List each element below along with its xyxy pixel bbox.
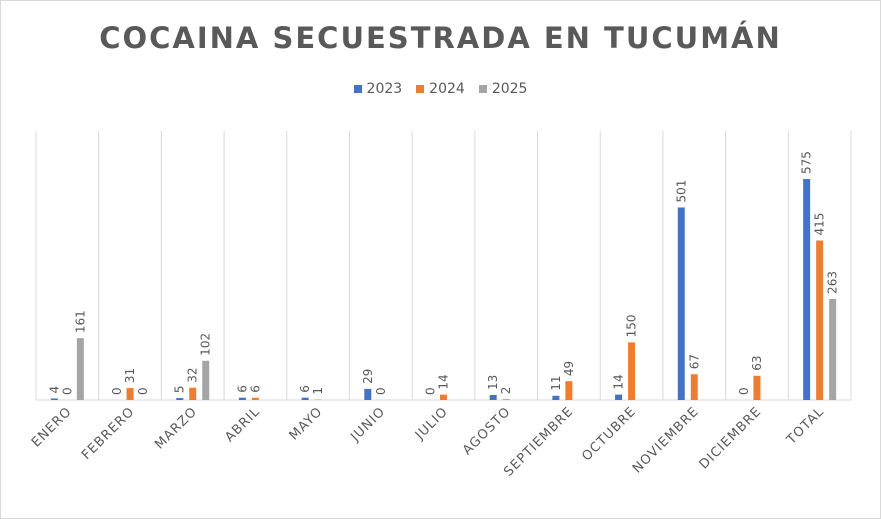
bar-2025 [202,360,210,400]
x-tick-label: JUNIO [348,404,389,445]
bar-2023 [238,397,246,400]
bar-2023 [677,207,685,400]
legend-swatch [416,85,425,93]
x-tick-label: OCTUBRE [579,404,639,464]
x-tick-label: ENERO [29,404,75,450]
legend-swatch [353,85,362,93]
bar-2024 [251,397,259,400]
chart-title: COCAINA SECUESTRADA EN TUCUMÁN [99,21,782,55]
legend-label: 2024 [429,81,465,97]
bar-2023 [301,397,309,400]
x-tick-label: FEBRERO [79,404,138,463]
data-label: 0 [737,387,751,395]
data-label: 0 [136,387,150,395]
data-label: 161 [73,310,87,333]
data-label: 2 [499,387,513,395]
data-label: 4 [47,386,61,394]
data-label: 14 [612,374,626,389]
data-label: 67 [687,354,701,369]
data-label: 29 [361,369,375,384]
x-tick-label: JULIO [412,404,451,443]
data-label: 5 [173,385,187,393]
bar-2024 [502,399,510,400]
x-tick-label: AGOSTO [460,404,514,458]
legend: 2023 2024 2025 [1,81,880,97]
bar-2023 [50,398,58,400]
data-label: 6 [248,385,262,393]
data-label: 0 [110,387,124,395]
legend-swatch [478,85,487,93]
x-tick-label: ABRIL [222,404,263,445]
legend-item: 2023 [353,81,403,97]
data-label: 31 [123,368,137,383]
data-label: 49 [562,361,576,376]
x-tick-label: MARZO [152,404,200,452]
data-label: 0 [374,387,388,395]
data-label: 13 [486,375,500,390]
bar-2025 [829,298,837,400]
legend-label: 2023 [366,81,403,97]
data-label: 0 [424,387,438,395]
bar-2024 [690,374,698,400]
bar-2024 [565,381,573,400]
bar-2025 [76,338,84,400]
data-label: 14 [437,374,451,389]
bar-2024 [440,394,447,400]
data-label: 150 [625,314,639,337]
data-label: 11 [549,375,563,390]
bar-2024 [816,240,824,400]
data-label: 6 [235,385,249,393]
bar-2023 [615,394,623,400]
legend-item: 2024 [416,81,465,97]
bar-2023 [552,395,560,400]
x-tick-label: TOTAL [783,404,827,448]
data-label: 415 [813,213,827,236]
bar-2024 [189,387,197,400]
data-label: 501 [674,180,688,203]
data-label: 102 [199,333,213,356]
data-label: 575 [800,151,814,174]
bar-2024 [628,342,636,400]
x-tick-label: MAYO [287,404,326,443]
bar-2023 [803,179,811,400]
legend-item: 2025 [478,81,528,97]
bar-2023 [489,395,497,400]
data-label: 32 [186,367,200,382]
bar-2024 [126,388,134,400]
x-tick-label: DICIEMBRE [697,404,765,472]
bar-2023 [364,388,372,400]
data-label: 6 [298,385,312,393]
bar-2024 [753,375,761,400]
data-label: 0 [60,387,74,395]
data-label: 63 [750,356,764,371]
legend-label: 2025 [491,81,528,97]
data-label: 1 [311,387,325,395]
x-tick-label: NOVIEMBRE [630,404,702,476]
data-label: 263 [826,271,840,294]
bar-2023 [176,398,184,400]
